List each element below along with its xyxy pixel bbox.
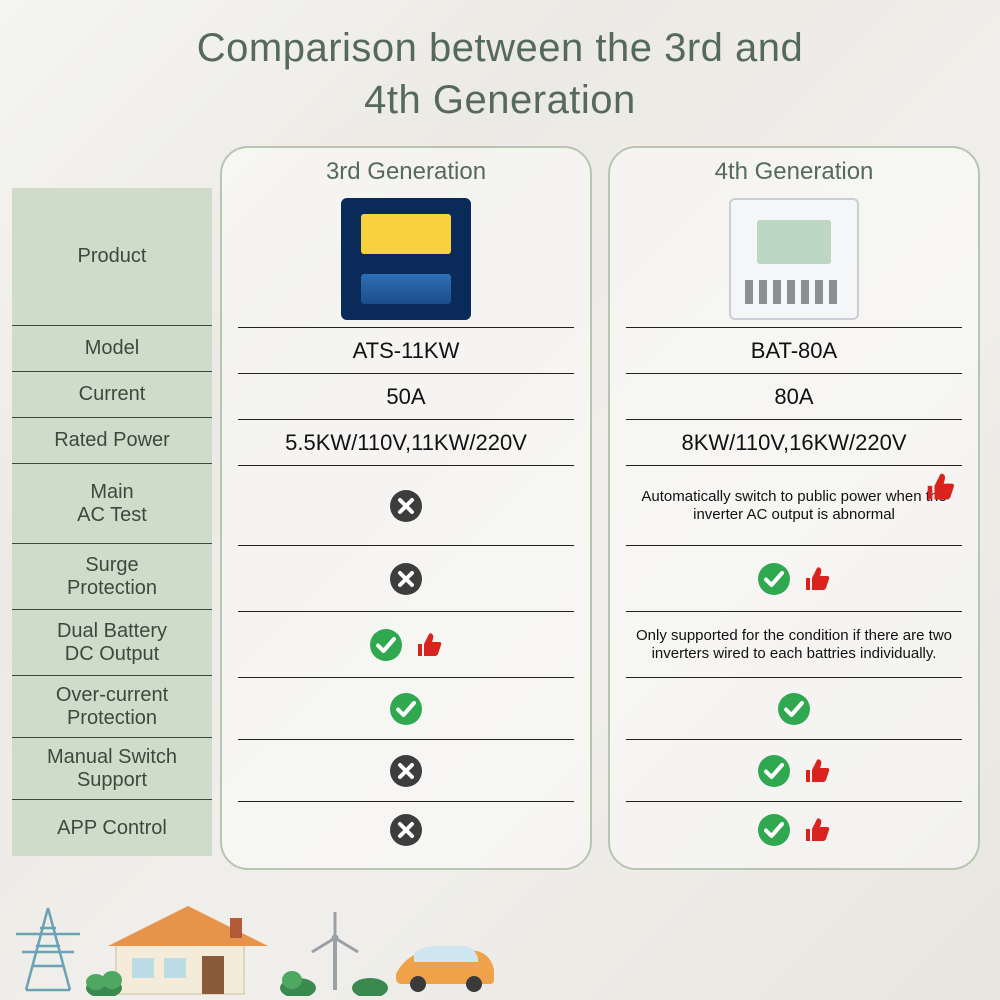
gen3-current: 50A xyxy=(238,374,574,420)
label-dual: Dual Battery DC Output xyxy=(12,610,212,676)
gen4-product xyxy=(626,190,962,328)
gen3-product xyxy=(238,190,574,328)
bush-icon xyxy=(84,966,124,996)
thumbs-up-icon xyxy=(801,756,831,786)
gen4-app xyxy=(626,802,962,858)
bush-icon xyxy=(278,966,318,996)
windmill-icon xyxy=(300,908,370,992)
house-icon xyxy=(98,900,278,996)
gen3-surge xyxy=(238,546,574,612)
gen3-over xyxy=(238,678,574,740)
gen3-model: ATS-11KW xyxy=(238,328,574,374)
gen3-rated: 5.5KW/110V,11KW/220V xyxy=(238,420,574,466)
gen4-header: 4th Generation xyxy=(626,154,962,190)
car-icon xyxy=(390,936,500,992)
check-icon xyxy=(389,692,423,726)
gen3-dual xyxy=(238,612,574,678)
cross-icon xyxy=(389,489,423,523)
gen3-main xyxy=(238,466,574,546)
check-icon xyxy=(757,562,791,596)
check-icon xyxy=(777,692,811,726)
cross-icon xyxy=(389,754,423,788)
bush-icon xyxy=(350,966,390,996)
comparison-grid: Product Model Current Rated Power Main A… xyxy=(0,146,1000,870)
gen4-column: 4th Generation BAT-80A 80A 8KW/110V,16KW… xyxy=(608,146,980,870)
label-main: Main AC Test xyxy=(12,464,212,544)
gen4-dual: Only supported for the condition if ther… xyxy=(626,612,962,678)
gen3-product-image xyxy=(341,198,471,320)
gen4-over xyxy=(626,678,962,740)
cross-icon xyxy=(389,813,423,847)
check-icon xyxy=(757,754,791,788)
label-app: APP Control xyxy=(12,800,212,856)
gen3-manual xyxy=(238,740,574,802)
thumbs-up-icon xyxy=(801,815,831,845)
label-current: Current xyxy=(12,372,212,418)
label-manual: Manual Switch Support xyxy=(12,738,212,800)
label-over: Over-current Protection xyxy=(12,676,212,738)
gen3-column: 3rd Generation ATS-11KW 50A 5.5KW/110V,1… xyxy=(220,146,592,870)
title-line1: Comparison between the 3rd and xyxy=(197,26,803,70)
page-title: Comparison between the 3rd and 4th Gener… xyxy=(0,0,1000,126)
gen4-manual xyxy=(626,740,962,802)
label-model: Model xyxy=(12,326,212,372)
thumbs-up-icon xyxy=(413,630,443,660)
cell-text: Only supported for the condition if ther… xyxy=(630,627,958,663)
gen4-rated: 8KW/110V,16KW/220V xyxy=(626,420,962,466)
power-tower-icon xyxy=(8,902,88,994)
gen4-product-image xyxy=(729,198,859,320)
cross-icon xyxy=(389,562,423,596)
gen3-app xyxy=(238,802,574,858)
check-icon xyxy=(757,813,791,847)
label-product: Product xyxy=(12,188,212,326)
thumbs-up-icon xyxy=(801,564,831,594)
gen4-model: BAT-80A xyxy=(626,328,962,374)
gen3-header: 3rd Generation xyxy=(238,154,574,190)
gen4-main: Automatically switch to public power whe… xyxy=(626,466,962,546)
title-line2: 4th Generation xyxy=(364,78,636,122)
label-rated: Rated Power xyxy=(12,418,212,464)
labels-column: Product Model Current Rated Power Main A… xyxy=(12,188,212,870)
label-surge: Surge Protection xyxy=(12,544,212,610)
cell-text: Automatically switch to public power whe… xyxy=(630,488,958,524)
footer-illustration xyxy=(0,910,1000,1000)
gen4-surge xyxy=(626,546,962,612)
thumbs-up-icon xyxy=(922,470,956,504)
gen4-current: 80A xyxy=(626,374,962,420)
check-icon xyxy=(369,628,403,662)
